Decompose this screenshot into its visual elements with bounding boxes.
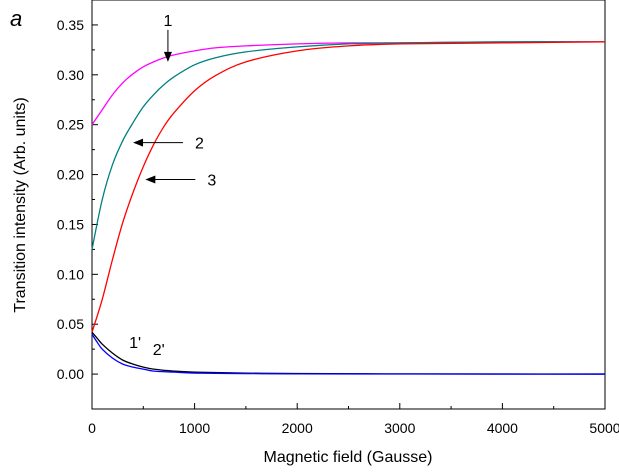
panel-label: a [10, 6, 22, 31]
y-tick-label: 0.35 [57, 17, 84, 33]
x-tick-label: 1000 [179, 420, 210, 436]
y-tick-label: 0.25 [57, 117, 84, 133]
y-tick-label: 0.20 [57, 167, 84, 183]
y-tick-label: 0.15 [57, 216, 84, 232]
x-tick-label: 5000 [589, 420, 619, 436]
x-axis: 0 1000 2000 3000 4000 5000 [88, 403, 619, 436]
annotation-label: 2' [153, 342, 165, 359]
series-layer [91, 41, 606, 375]
y-axis: 0.00 0.05 0.10 0.15 0.20 0.25 0.30 0.35 [57, 0, 98, 382]
arrow-head [133, 138, 144, 147]
series-line-2 [91, 41, 606, 250]
x-axis-label: Magnetic field (Gausse) [264, 449, 433, 466]
series-line-4 [91, 331, 606, 375]
annotation-label: 3 [207, 173, 216, 190]
series-line-5 [91, 333, 606, 375]
x-tick-label: 0 [88, 420, 96, 436]
x-tick-label: 4000 [487, 420, 518, 436]
arrow-head [145, 175, 156, 184]
arrow-head [163, 51, 172, 62]
annotation-label: 2 [195, 136, 204, 153]
x-tick-label: 3000 [384, 420, 415, 436]
annotation-layer: 1 2 3 1' 2' [129, 13, 216, 359]
y-axis-label: Transition intensity (Arb. units) [12, 97, 29, 312]
plot-frame [91, 0, 606, 410]
y-tick-label: 0.30 [57, 67, 84, 83]
y-tick-label: 0.05 [57, 316, 84, 332]
annotation-label: 1' [129, 335, 141, 352]
y-tick-label: 0.10 [57, 266, 84, 282]
x-tick-label: 2000 [282, 420, 313, 436]
y-tick-label: 0.00 [57, 366, 84, 382]
series-line-3 [91, 41, 606, 333]
annotation-label: 1 [163, 13, 172, 30]
